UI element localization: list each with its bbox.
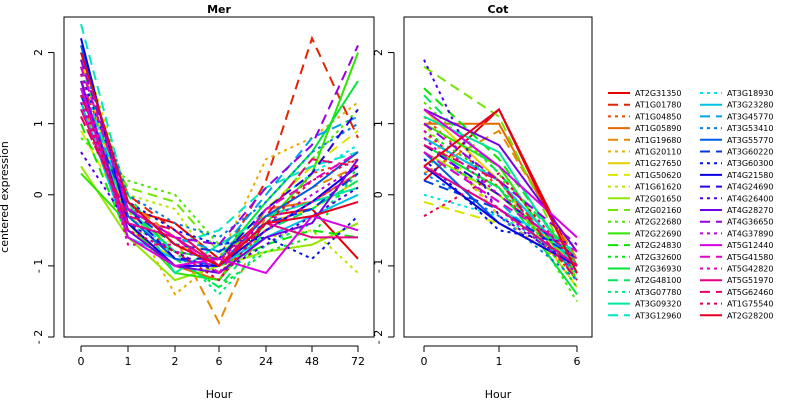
legend-label: AT3G07780 [635, 288, 681, 297]
legend-label: AT2G36930 [635, 265, 681, 274]
legend-label: AT5G42820 [727, 265, 773, 274]
series-line-AT5G62460 [423, 144, 578, 281]
legend-label: AT1G20110 [635, 148, 681, 157]
legend-label: AT1G61620 [635, 183, 681, 192]
series-line-AT2G22680 [80, 108, 359, 246]
legend-label: AT1G27650 [635, 159, 681, 168]
y-tick-label: - 1 [32, 259, 45, 273]
legend-label: AT4G28270 [727, 206, 773, 215]
series-line-AT2G02160 [423, 65, 578, 281]
legend-label: AT5G51970 [727, 276, 773, 285]
y-tick-label: 2 [32, 49, 45, 56]
series-line-AT5G41580 [80, 66, 359, 275]
legend-label: AT1G19680 [635, 136, 681, 145]
legend-label: AT1G01780 [635, 101, 681, 110]
legend-label: AT3G53410 [727, 124, 773, 133]
legend-label: AT3G45770 [727, 112, 773, 121]
series-line-AT3G55770 [80, 45, 359, 267]
legend-label: AT3G23280 [727, 101, 773, 110]
series-line-AT2G36930 [423, 144, 578, 295]
panel-mer: Mer 0 1 2 6 24 48 72 Hour - 2 - 1 0 1 2 [32, 3, 375, 401]
series-line-AT2G28200 [423, 107, 578, 274]
legend-label: AT3G12960 [635, 311, 681, 320]
series-line-AT1G75540 [423, 172, 578, 267]
x-tick-label: 1 [125, 355, 132, 368]
y-tick-label: - 2 [372, 330, 385, 344]
y-tick-label: 0 [32, 191, 45, 198]
series-line-AT4G26400 [423, 59, 578, 267]
legend-label: AT1G05890 [635, 124, 681, 133]
legend-label: AT2G22680 [635, 218, 681, 227]
legend-label: AT4G21580 [727, 171, 773, 180]
y-tick-label: - 1 [372, 259, 385, 273]
legend-label: AT2G31350 [635, 89, 681, 98]
series-line-AT3G53410 [423, 172, 578, 281]
x-tick-label: 0 [421, 355, 428, 368]
series-line-AT1G19680 [423, 129, 578, 260]
plot-frame [403, 16, 593, 338]
x-tick-label: 0 [78, 355, 85, 368]
panel-title: Mer [207, 3, 231, 16]
y-tick-label: 1 [32, 120, 45, 127]
series-line-AT3G45770 [423, 151, 578, 274]
x-tick-label: 6 [216, 355, 223, 368]
x-axis-label: Hour [206, 388, 233, 400]
legend-label: AT4G26400 [727, 194, 773, 203]
legend-label: AT4G36650 [727, 218, 773, 227]
y-tick-label: - 2 [32, 330, 45, 344]
legend-label: AT2G48100 [635, 276, 681, 285]
plot-frame [63, 16, 375, 338]
legend-label: AT1G75540 [727, 300, 773, 309]
y-tick-label: 0 [372, 191, 385, 198]
x-tick-label: 48 [305, 355, 319, 368]
legend-label: AT5G12440 [727, 241, 773, 250]
series-line-AT5G12440 [423, 108, 578, 239]
series-line-AT5G42820 [423, 130, 578, 260]
x-tick-label: 72 [351, 355, 365, 368]
series-line-AT5G41580 [423, 151, 578, 253]
x-tick-label: 24 [259, 355, 273, 368]
legend-label: AT4G24690 [727, 183, 773, 192]
series-line-AT2G28200 [80, 52, 359, 268]
legend-label: AT2G24830 [635, 241, 681, 250]
legend-label: AT1G50620 [635, 171, 681, 180]
series-line-AT4G28270 [423, 108, 578, 253]
legend-label: AT3G09320 [635, 300, 681, 309]
legend-label: AT3G55770 [727, 136, 773, 145]
x-tick-label: 2 [172, 355, 179, 368]
series-line-AT5G42820 [80, 73, 359, 260]
x-tick-label: 1 [496, 355, 503, 368]
series-line-AT4G37890 [423, 137, 578, 274]
legend-label: AT3G18930 [727, 89, 773, 98]
series-line-AT2G22690 [80, 52, 359, 282]
x-axis-label: Hour [485, 388, 512, 400]
y-tick-label: 1 [372, 120, 385, 127]
legend: AT2G31350 AT1G01780 AT1G04850 AT1G05890 AT1G… [608, 89, 773, 320]
legend-label: AT5G62460 [727, 288, 773, 297]
legend-label: AT2G22690 [635, 229, 681, 238]
y-axis-label: centered expression [0, 141, 11, 253]
legend-label: AT3G60220 [727, 148, 773, 157]
series-line-AT4G36650 [423, 122, 578, 246]
panel-title: Cot [488, 3, 509, 16]
panel-cot: Cot 0 1 6 Hour - 2 - 1 0 1 2 [372, 3, 593, 401]
series-line-AT3G60300 [423, 158, 578, 246]
legend-label: AT5G41580 [727, 253, 773, 262]
legend-label: AT1G04850 [635, 112, 681, 121]
series-line-AT1G75540 [80, 94, 359, 282]
legend-label: AT2G01650 [635, 194, 681, 203]
legend-label: AT2G28200 [727, 311, 773, 320]
legend-label: AT2G32600 [635, 253, 681, 262]
x-tick-label: 6 [574, 355, 581, 368]
series-line-AT3G60220 [80, 94, 359, 253]
series-line-AT1G61620 [423, 123, 578, 253]
legend-label: AT4G37890 [727, 229, 773, 238]
series-line-AT4G36650 [80, 44, 359, 246]
legend-label: AT2G02160 [635, 206, 681, 215]
series-line-AT1G01780 [80, 35, 359, 268]
legend-label: AT3G60300 [727, 159, 773, 168]
y-tick-label: 2 [372, 49, 385, 56]
